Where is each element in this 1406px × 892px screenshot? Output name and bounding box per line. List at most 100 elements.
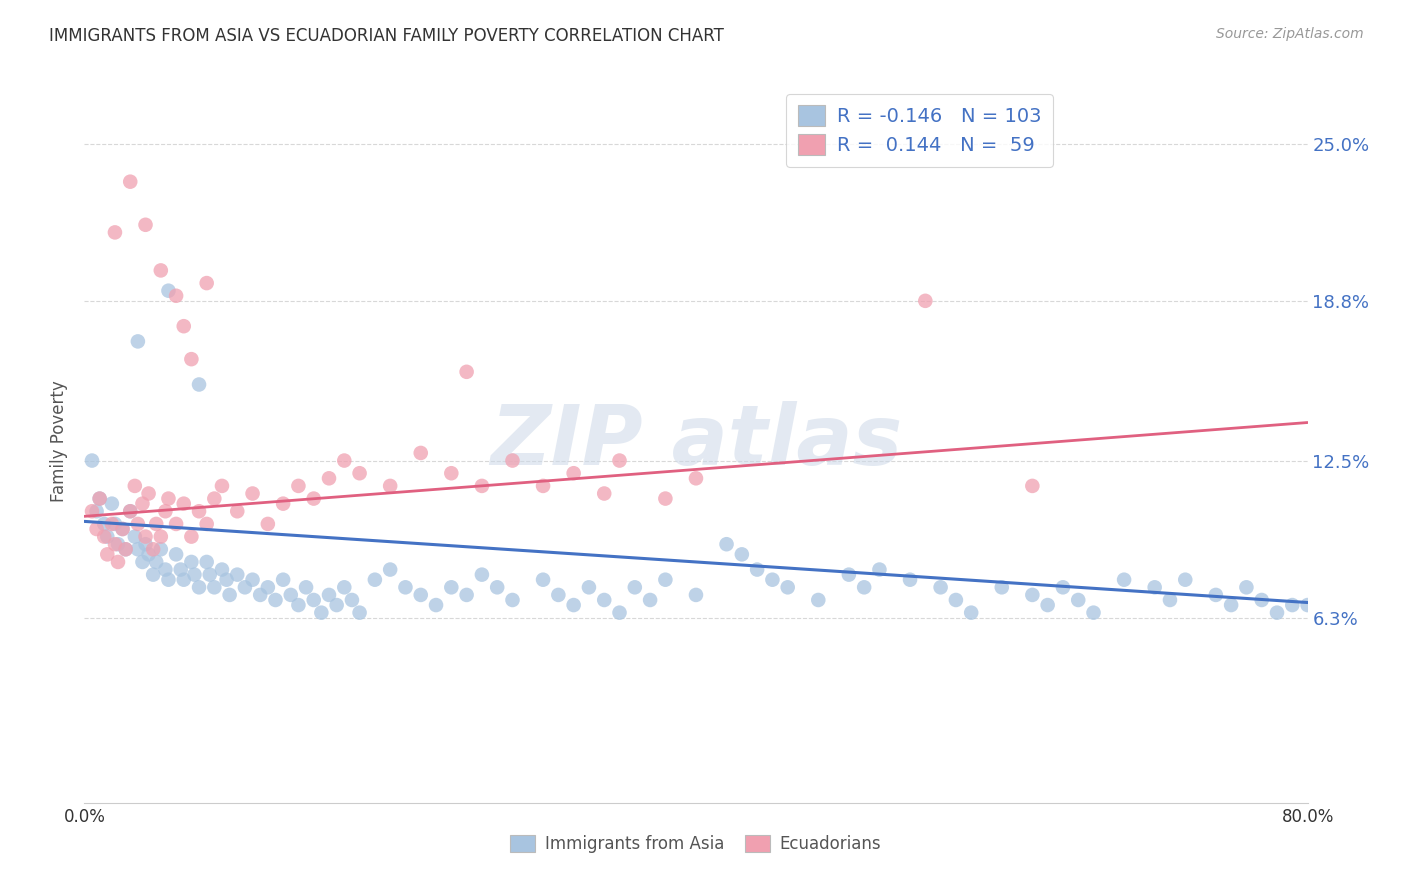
Point bbox=[409, 446, 432, 460]
Point bbox=[1174, 573, 1197, 587]
Point bbox=[1220, 598, 1243, 612]
Point bbox=[287, 598, 309, 612]
Point bbox=[425, 598, 447, 612]
Point bbox=[960, 606, 983, 620]
Point bbox=[157, 573, 180, 587]
Point bbox=[853, 580, 876, 594]
Point bbox=[107, 555, 129, 569]
Point bbox=[562, 598, 585, 612]
Point bbox=[180, 555, 202, 569]
Point bbox=[104, 226, 127, 240]
Point bbox=[89, 491, 111, 506]
Point bbox=[838, 567, 860, 582]
Point bbox=[311, 606, 333, 620]
Point bbox=[142, 567, 165, 582]
Point bbox=[945, 593, 967, 607]
Point bbox=[685, 471, 707, 485]
Point bbox=[747, 563, 769, 577]
Point bbox=[716, 537, 738, 551]
Point bbox=[456, 588, 478, 602]
Point bbox=[654, 491, 676, 506]
Text: IMMIGRANTS FROM ASIA VS ECUADORIAN FAMILY POVERTY CORRELATION CHART: IMMIGRANTS FROM ASIA VS ECUADORIAN FAMIL… bbox=[49, 27, 724, 45]
Point bbox=[124, 479, 146, 493]
Point bbox=[111, 522, 134, 536]
Point bbox=[195, 516, 218, 531]
Point bbox=[249, 588, 271, 602]
Point bbox=[264, 593, 287, 607]
Point bbox=[471, 479, 494, 493]
Point bbox=[101, 516, 124, 531]
Point bbox=[654, 573, 676, 587]
Point bbox=[302, 491, 325, 506]
Point bbox=[145, 555, 167, 569]
Point bbox=[127, 516, 149, 531]
Point bbox=[333, 453, 356, 467]
Point bbox=[295, 580, 318, 594]
Point bbox=[86, 504, 108, 518]
Point bbox=[165, 289, 187, 303]
Point bbox=[165, 547, 187, 561]
Point bbox=[173, 319, 195, 334]
Point bbox=[456, 365, 478, 379]
Point bbox=[624, 580, 647, 594]
Point bbox=[333, 580, 356, 594]
Point bbox=[1067, 593, 1090, 607]
Point bbox=[202, 580, 225, 594]
Point bbox=[380, 479, 402, 493]
Point bbox=[195, 276, 218, 290]
Point bbox=[502, 593, 524, 607]
Point bbox=[257, 516, 280, 531]
Point bbox=[131, 555, 153, 569]
Point bbox=[1036, 598, 1059, 612]
Point bbox=[157, 284, 180, 298]
Point bbox=[135, 530, 157, 544]
Point bbox=[86, 522, 108, 536]
Point bbox=[120, 175, 142, 189]
Point bbox=[111, 522, 134, 536]
Point bbox=[127, 334, 149, 349]
Point bbox=[685, 588, 707, 602]
Point bbox=[991, 580, 1014, 594]
Point bbox=[440, 580, 463, 594]
Point bbox=[180, 530, 202, 544]
Point bbox=[96, 530, 118, 544]
Point bbox=[807, 593, 830, 607]
Point bbox=[1205, 588, 1227, 602]
Point bbox=[302, 593, 325, 607]
Point bbox=[531, 573, 554, 587]
Text: ZIP atlas: ZIP atlas bbox=[489, 401, 903, 482]
Point bbox=[135, 218, 157, 232]
Point bbox=[271, 497, 294, 511]
Point bbox=[1265, 606, 1288, 620]
Point bbox=[318, 471, 340, 485]
Point bbox=[394, 580, 416, 594]
Y-axis label: Family Poverty: Family Poverty bbox=[51, 381, 69, 502]
Point bbox=[349, 606, 371, 620]
Point bbox=[188, 580, 211, 594]
Point bbox=[593, 593, 616, 607]
Point bbox=[364, 573, 387, 587]
Point bbox=[211, 563, 233, 577]
Point bbox=[233, 580, 256, 594]
Point bbox=[120, 504, 142, 518]
Point bbox=[155, 504, 177, 518]
Point bbox=[226, 567, 249, 582]
Point bbox=[257, 580, 280, 594]
Point bbox=[578, 580, 600, 594]
Point bbox=[318, 588, 340, 602]
Point bbox=[107, 537, 129, 551]
Point bbox=[101, 497, 124, 511]
Point bbox=[93, 516, 115, 531]
Point bbox=[131, 497, 153, 511]
Point bbox=[104, 516, 127, 531]
Point bbox=[869, 563, 891, 577]
Point bbox=[149, 542, 172, 557]
Point bbox=[188, 504, 211, 518]
Point bbox=[135, 537, 157, 551]
Point bbox=[120, 504, 142, 518]
Point bbox=[149, 530, 172, 544]
Point bbox=[114, 542, 136, 557]
Point bbox=[89, 491, 111, 506]
Point bbox=[325, 598, 347, 612]
Point bbox=[226, 504, 249, 518]
